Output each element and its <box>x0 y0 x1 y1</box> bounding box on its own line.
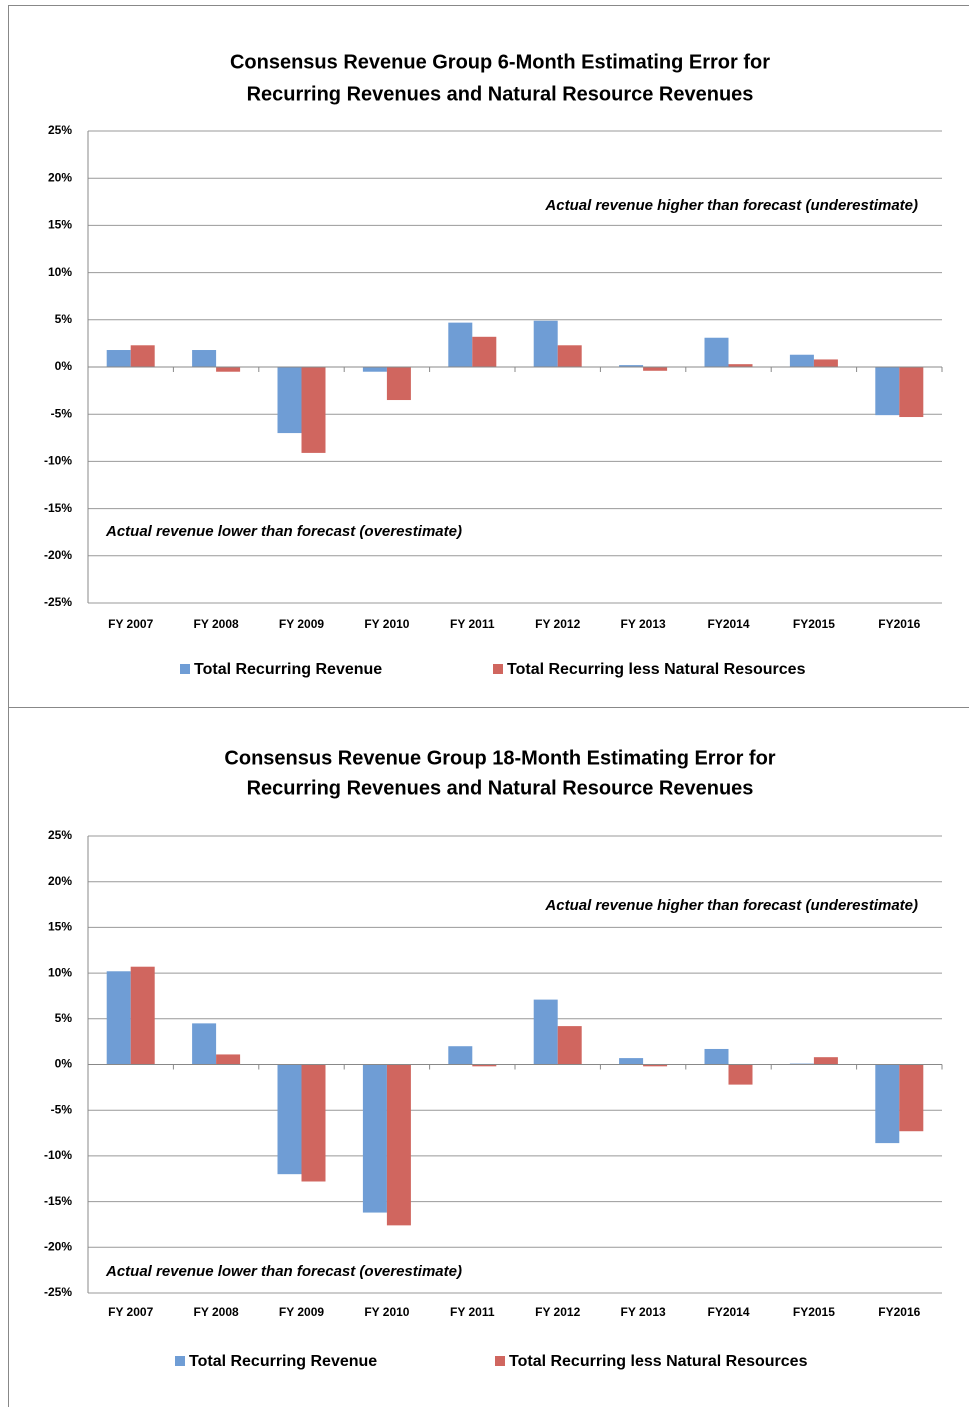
panel-border <box>8 707 969 1407</box>
y-tick-label: 5% <box>55 312 73 326</box>
legend-label: Total Recurring Revenue <box>194 661 382 678</box>
x-tick-label: FY 2011 <box>450 617 495 631</box>
bar <box>789 354 814 367</box>
bar <box>875 367 900 416</box>
y-tick-label: 0% <box>55 359 73 373</box>
x-tick-label: FY 2009 <box>279 1305 324 1319</box>
annotation: Actual revenue lower than forecast (over… <box>105 523 462 540</box>
bar <box>728 364 753 367</box>
x-tick-label: FY 2012 <box>535 617 580 631</box>
x-tick-label: FY 2013 <box>621 617 666 631</box>
bar <box>192 350 217 367</box>
y-tick-label: 10% <box>48 265 72 279</box>
bar <box>386 367 411 401</box>
legend-swatch <box>495 1356 505 1366</box>
x-tick-label: FY2015 <box>793 617 835 631</box>
y-tick-label: 5% <box>55 1011 73 1025</box>
y-tick-label: 10% <box>48 965 72 979</box>
y-tick-label: -25% <box>44 595 72 609</box>
y-tick-label: -20% <box>44 1239 72 1253</box>
annotation: Actual revenue lower than forecast (over… <box>105 1263 462 1280</box>
bar <box>362 367 387 372</box>
y-tick-label: -25% <box>44 1285 72 1299</box>
x-tick-label: FY 2011 <box>450 1305 495 1319</box>
x-tick-label: FY 2010 <box>364 617 409 631</box>
bar <box>704 337 729 367</box>
legend-label: Total Recurring Revenue <box>189 1353 377 1370</box>
y-tick-label: -15% <box>44 1194 72 1208</box>
y-tick-label: 25% <box>48 123 72 137</box>
bar <box>216 1054 241 1065</box>
bar <box>301 367 326 453</box>
bar <box>619 1058 644 1065</box>
bar <box>704 1048 729 1065</box>
bar <box>472 1064 497 1067</box>
bar <box>557 1026 582 1065</box>
x-tick-label: FY 2009 <box>279 617 324 631</box>
annotation: Actual revenue higher than forecast (und… <box>544 197 918 214</box>
bar <box>277 367 302 434</box>
y-tick-label: 0% <box>55 1057 73 1071</box>
y-tick-label: -15% <box>44 501 72 515</box>
x-tick-label: FY2016 <box>878 617 920 631</box>
bar <box>533 999 558 1065</box>
bar <box>130 966 155 1065</box>
bar <box>899 367 924 418</box>
y-tick-label: 20% <box>48 874 72 888</box>
bar <box>619 365 644 367</box>
bar <box>557 345 582 367</box>
x-tick-label: FY2014 <box>707 617 749 631</box>
y-tick-label: -5% <box>51 406 73 420</box>
bar <box>533 320 558 367</box>
legend-swatch <box>175 1356 185 1366</box>
bar <box>899 1064 924 1132</box>
bar <box>875 1064 900 1144</box>
bar <box>106 971 131 1065</box>
y-tick-label: -10% <box>44 1148 72 1162</box>
legend-swatch <box>493 664 503 674</box>
bar <box>386 1064 411 1226</box>
bar <box>106 350 131 367</box>
x-tick-label: FY 2008 <box>194 1305 239 1319</box>
chart-title: Consensus Revenue Group 6-Month Estimati… <box>230 51 770 73</box>
x-tick-label: FY 2007 <box>108 1305 153 1319</box>
bar <box>192 1023 217 1065</box>
y-tick-label: 15% <box>48 218 72 232</box>
bar <box>301 1064 326 1182</box>
y-tick-label: -10% <box>44 454 72 468</box>
legend-swatch <box>180 664 190 674</box>
y-tick-label: 25% <box>48 828 72 842</box>
annotation: Actual revenue higher than forecast (und… <box>544 897 918 914</box>
x-tick-label: FY 2010 <box>364 1305 409 1319</box>
bar <box>813 359 838 367</box>
bar <box>643 367 668 371</box>
y-tick-label: -5% <box>51 1102 73 1116</box>
chart-title: Consensus Revenue Group 18-Month Estimat… <box>224 747 775 769</box>
chart-title: Recurring Revenues and Natural Resource … <box>247 83 754 105</box>
y-tick-label: -20% <box>44 548 72 562</box>
bar <box>216 367 241 372</box>
y-tick-label: 20% <box>48 170 72 184</box>
bar <box>362 1064 387 1213</box>
legend-label: Total Recurring less Natural Resources <box>507 661 806 678</box>
legend-label: Total Recurring less Natural Resources <box>509 1353 808 1370</box>
bar <box>728 1064 753 1085</box>
bar <box>448 1046 473 1065</box>
x-tick-label: FY 2013 <box>621 1305 666 1319</box>
x-tick-label: FY2016 <box>878 1305 920 1319</box>
x-tick-label: FY2015 <box>793 1305 835 1319</box>
x-tick-label: FY2014 <box>707 1305 749 1319</box>
x-tick-label: FY 2008 <box>194 617 239 631</box>
x-tick-label: FY 2007 <box>108 617 153 631</box>
x-tick-label: FY 2012 <box>535 1305 580 1319</box>
bar <box>472 336 497 367</box>
bar <box>448 322 473 367</box>
bar <box>130 345 155 367</box>
bar <box>277 1064 302 1175</box>
bar <box>643 1064 668 1067</box>
y-tick-label: 15% <box>48 920 72 934</box>
bar <box>813 1057 838 1065</box>
chart-title: Recurring Revenues and Natural Resource … <box>247 777 754 799</box>
